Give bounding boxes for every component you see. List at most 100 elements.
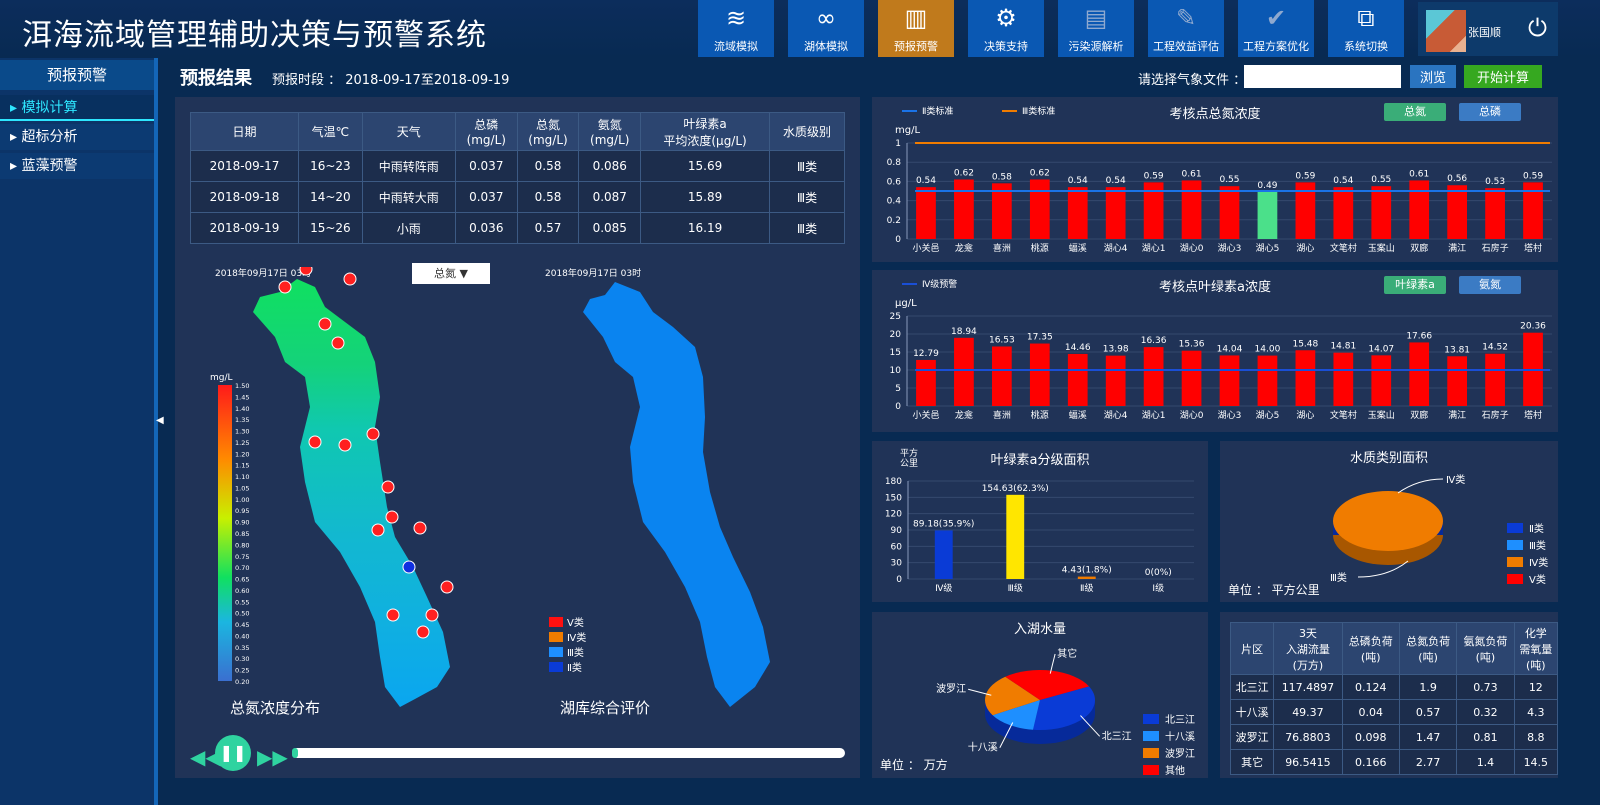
table-cell: 2018-09-19 bbox=[189, 212, 300, 244]
table-cell: 16~23 bbox=[298, 150, 363, 182]
colorbar-tick: 1.10 bbox=[235, 473, 249, 481]
maps[interactable]: 0.20 0.25 0.30 0.35 0.40 0.45 0.50 0.55 0.60 0.65… bbox=[175, 267, 860, 727]
monitoring-point bbox=[386, 608, 400, 622]
y-tick: 120 bbox=[885, 510, 902, 520]
data-label: 13.81 bbox=[1444, 345, 1470, 355]
collapse-sidebar-icon[interactable]: ◀ bbox=[156, 415, 164, 426]
y-tick: 20 bbox=[890, 330, 902, 340]
start-calc-button[interactable]: 开始计算 bbox=[1464, 65, 1542, 88]
legend-label: Ⅱ类标准 bbox=[922, 105, 953, 117]
power-icon[interactable]: ⏻ bbox=[1528, 14, 1547, 42]
table-cell: 14.5 bbox=[1513, 749, 1559, 775]
colorbar-tick: 1.45 bbox=[235, 393, 249, 401]
colorbar-tick: 0.25 bbox=[235, 667, 249, 675]
x-tick: 双廊 bbox=[1410, 409, 1428, 421]
x-tick: 龙龛 bbox=[955, 242, 973, 254]
data-label: 0.49 bbox=[1257, 181, 1277, 191]
clipboard-check-icon: ✔ bbox=[1265, 4, 1287, 32]
sidebar-item-algae-warning[interactable]: ▸ 蓝藻预警 bbox=[0, 153, 154, 179]
column-header: 总氮负荷 (吨) bbox=[1398, 622, 1458, 675]
layer-select[interactable]: 总氮 ▼ bbox=[412, 263, 490, 284]
pause-button[interactable]: ❚❚ bbox=[215, 735, 251, 771]
map2-time: 2018年09月17日 03时 bbox=[545, 269, 642, 279]
data-label: 14.52 bbox=[1482, 343, 1508, 353]
legend-label: Ⅳ级预警 bbox=[922, 278, 957, 290]
x-tick: 湖心3 bbox=[1218, 243, 1242, 254]
nav-edit[interactable]: ✎ 工程效益评估 bbox=[1148, 0, 1224, 57]
nav-decision-gear[interactable]: ⚙ 决策支持 bbox=[968, 0, 1044, 57]
pie-slice[interactable] bbox=[1333, 491, 1443, 551]
nav-clipboard-check[interactable]: ✔ 工程方案优化 bbox=[1238, 0, 1314, 57]
slice-label: Ⅲ类 bbox=[1330, 571, 1347, 584]
nav-warning[interactable]: ▥ 预报预警 bbox=[878, 0, 954, 57]
bar bbox=[954, 179, 974, 239]
sidebar-item-label: 超标分析 bbox=[21, 129, 78, 145]
table-cell: 0.81 bbox=[1456, 724, 1515, 750]
leader-line bbox=[968, 688, 992, 696]
legend-swatch bbox=[1143, 714, 1159, 724]
y-tick: 25 bbox=[890, 312, 901, 322]
table-cell: Ⅲ类 bbox=[769, 212, 845, 244]
app-title: 洱海流域管理辅助决策与预警系统 bbox=[22, 18, 487, 53]
lake-tn-map[interactable] bbox=[253, 279, 450, 707]
chart-toggle-1[interactable]: 氨氮 bbox=[1459, 276, 1521, 294]
x-tick: 小关邑 bbox=[912, 242, 939, 254]
x-tick: 塔村 bbox=[1524, 242, 1542, 254]
slice-label: 十八溪 bbox=[968, 741, 998, 754]
table-cell: 0.04 bbox=[1341, 699, 1400, 725]
table-row: 其它 96.5415 0.166 2.77 1.4 14.5 bbox=[1229, 749, 1559, 775]
chart-toggle-0[interactable]: 总氮 bbox=[1384, 103, 1446, 121]
x-tick: 湖心0 bbox=[1180, 410, 1204, 421]
pie-slice[interactable] bbox=[985, 676, 1040, 716]
column-header: 天气 bbox=[361, 112, 456, 151]
nav-switch[interactable]: ⧉ 系统切换 bbox=[1328, 0, 1404, 57]
tn-chart-panel: 考核点总氮浓度 总氮 总磷 mg/L 0 0.2 0.4 0.6 0.8 1 0.54 小关邑 0.62… bbox=[872, 97, 1558, 262]
table-cell: 0.085 bbox=[578, 212, 642, 244]
colorbar-tick: 0.75 bbox=[235, 553, 249, 561]
data-label: 0.58 bbox=[992, 172, 1012, 182]
table-cell: 中雨转阵雨 bbox=[361, 150, 456, 182]
pie-slice[interactable] bbox=[992, 700, 1040, 730]
table-cell: 15.89 bbox=[640, 181, 771, 213]
nav-lake[interactable]: ∞ 湖体模拟 bbox=[788, 0, 864, 57]
forward-button[interactable]: ▶▶ bbox=[257, 745, 288, 769]
chart-toggle-0[interactable]: 叶绿素a bbox=[1384, 276, 1446, 294]
data-label: 0.62 bbox=[1030, 168, 1050, 178]
bar bbox=[1029, 343, 1050, 406]
colorbar-tick: 0.20 bbox=[235, 678, 249, 686]
colorbar-tick: 0.95 bbox=[235, 507, 249, 515]
leader-line bbox=[1080, 715, 1101, 737]
chart-toggle-1[interactable]: 总磷 bbox=[1459, 103, 1521, 121]
table-cell: 0.57 bbox=[1398, 699, 1458, 725]
table-cell: 1.4 bbox=[1456, 749, 1515, 775]
bar bbox=[1029, 179, 1050, 239]
bar bbox=[1219, 186, 1240, 239]
x-tick: 龙龛 bbox=[955, 409, 973, 421]
lake-eval-map[interactable] bbox=[583, 282, 770, 707]
weather-file-input[interactable] bbox=[1244, 65, 1401, 88]
layer-select-value: 总氮 bbox=[434, 267, 457, 280]
pie-slice[interactable] bbox=[1005, 670, 1090, 700]
browse-button[interactable]: 浏览 bbox=[1410, 65, 1456, 88]
monitoring-point bbox=[440, 580, 454, 594]
user-box[interactable]: 张国顺 bbox=[1418, 2, 1558, 56]
bar bbox=[1143, 182, 1164, 239]
chla-area-panel: 叶绿素a分级面积 0 30 60 90 120 150 180 89.18(35.9%) Ⅳ级 15… bbox=[872, 441, 1208, 602]
legend-label: Ⅲ类标准 bbox=[1022, 105, 1055, 117]
data-label: 0.55 bbox=[1219, 175, 1239, 185]
sidebar-item-exceed-analysis[interactable]: ▸ 超标分析 bbox=[0, 124, 154, 150]
bar bbox=[1333, 352, 1354, 406]
table-row: 北三江 117.4897 0.124 1.9 0.73 12 bbox=[1229, 674, 1559, 700]
nav-report[interactable]: ▤ 污染源解析 bbox=[1058, 0, 1134, 57]
playback-progress[interactable] bbox=[292, 748, 845, 758]
sidebar-item-simulation[interactable]: ▸ 模拟计算 bbox=[0, 95, 154, 121]
pie-slice[interactable] bbox=[1033, 686, 1095, 730]
nav-river[interactable]: ≋ 流域模拟 bbox=[698, 0, 774, 57]
bar bbox=[954, 337, 974, 406]
legend-label: 波罗江 bbox=[1165, 747, 1195, 760]
legend-label: 十八溪 bbox=[1165, 730, 1195, 743]
x-tick: 文笔村 bbox=[1330, 409, 1357, 421]
colorbar-tick: 0.80 bbox=[235, 541, 249, 549]
chla-chart-panel: 考核点叶绿素a浓度 叶绿素a 氨氮 μg/L 0 5 10 15 20 25 12.79 小关邑 18.… bbox=[872, 270, 1558, 432]
